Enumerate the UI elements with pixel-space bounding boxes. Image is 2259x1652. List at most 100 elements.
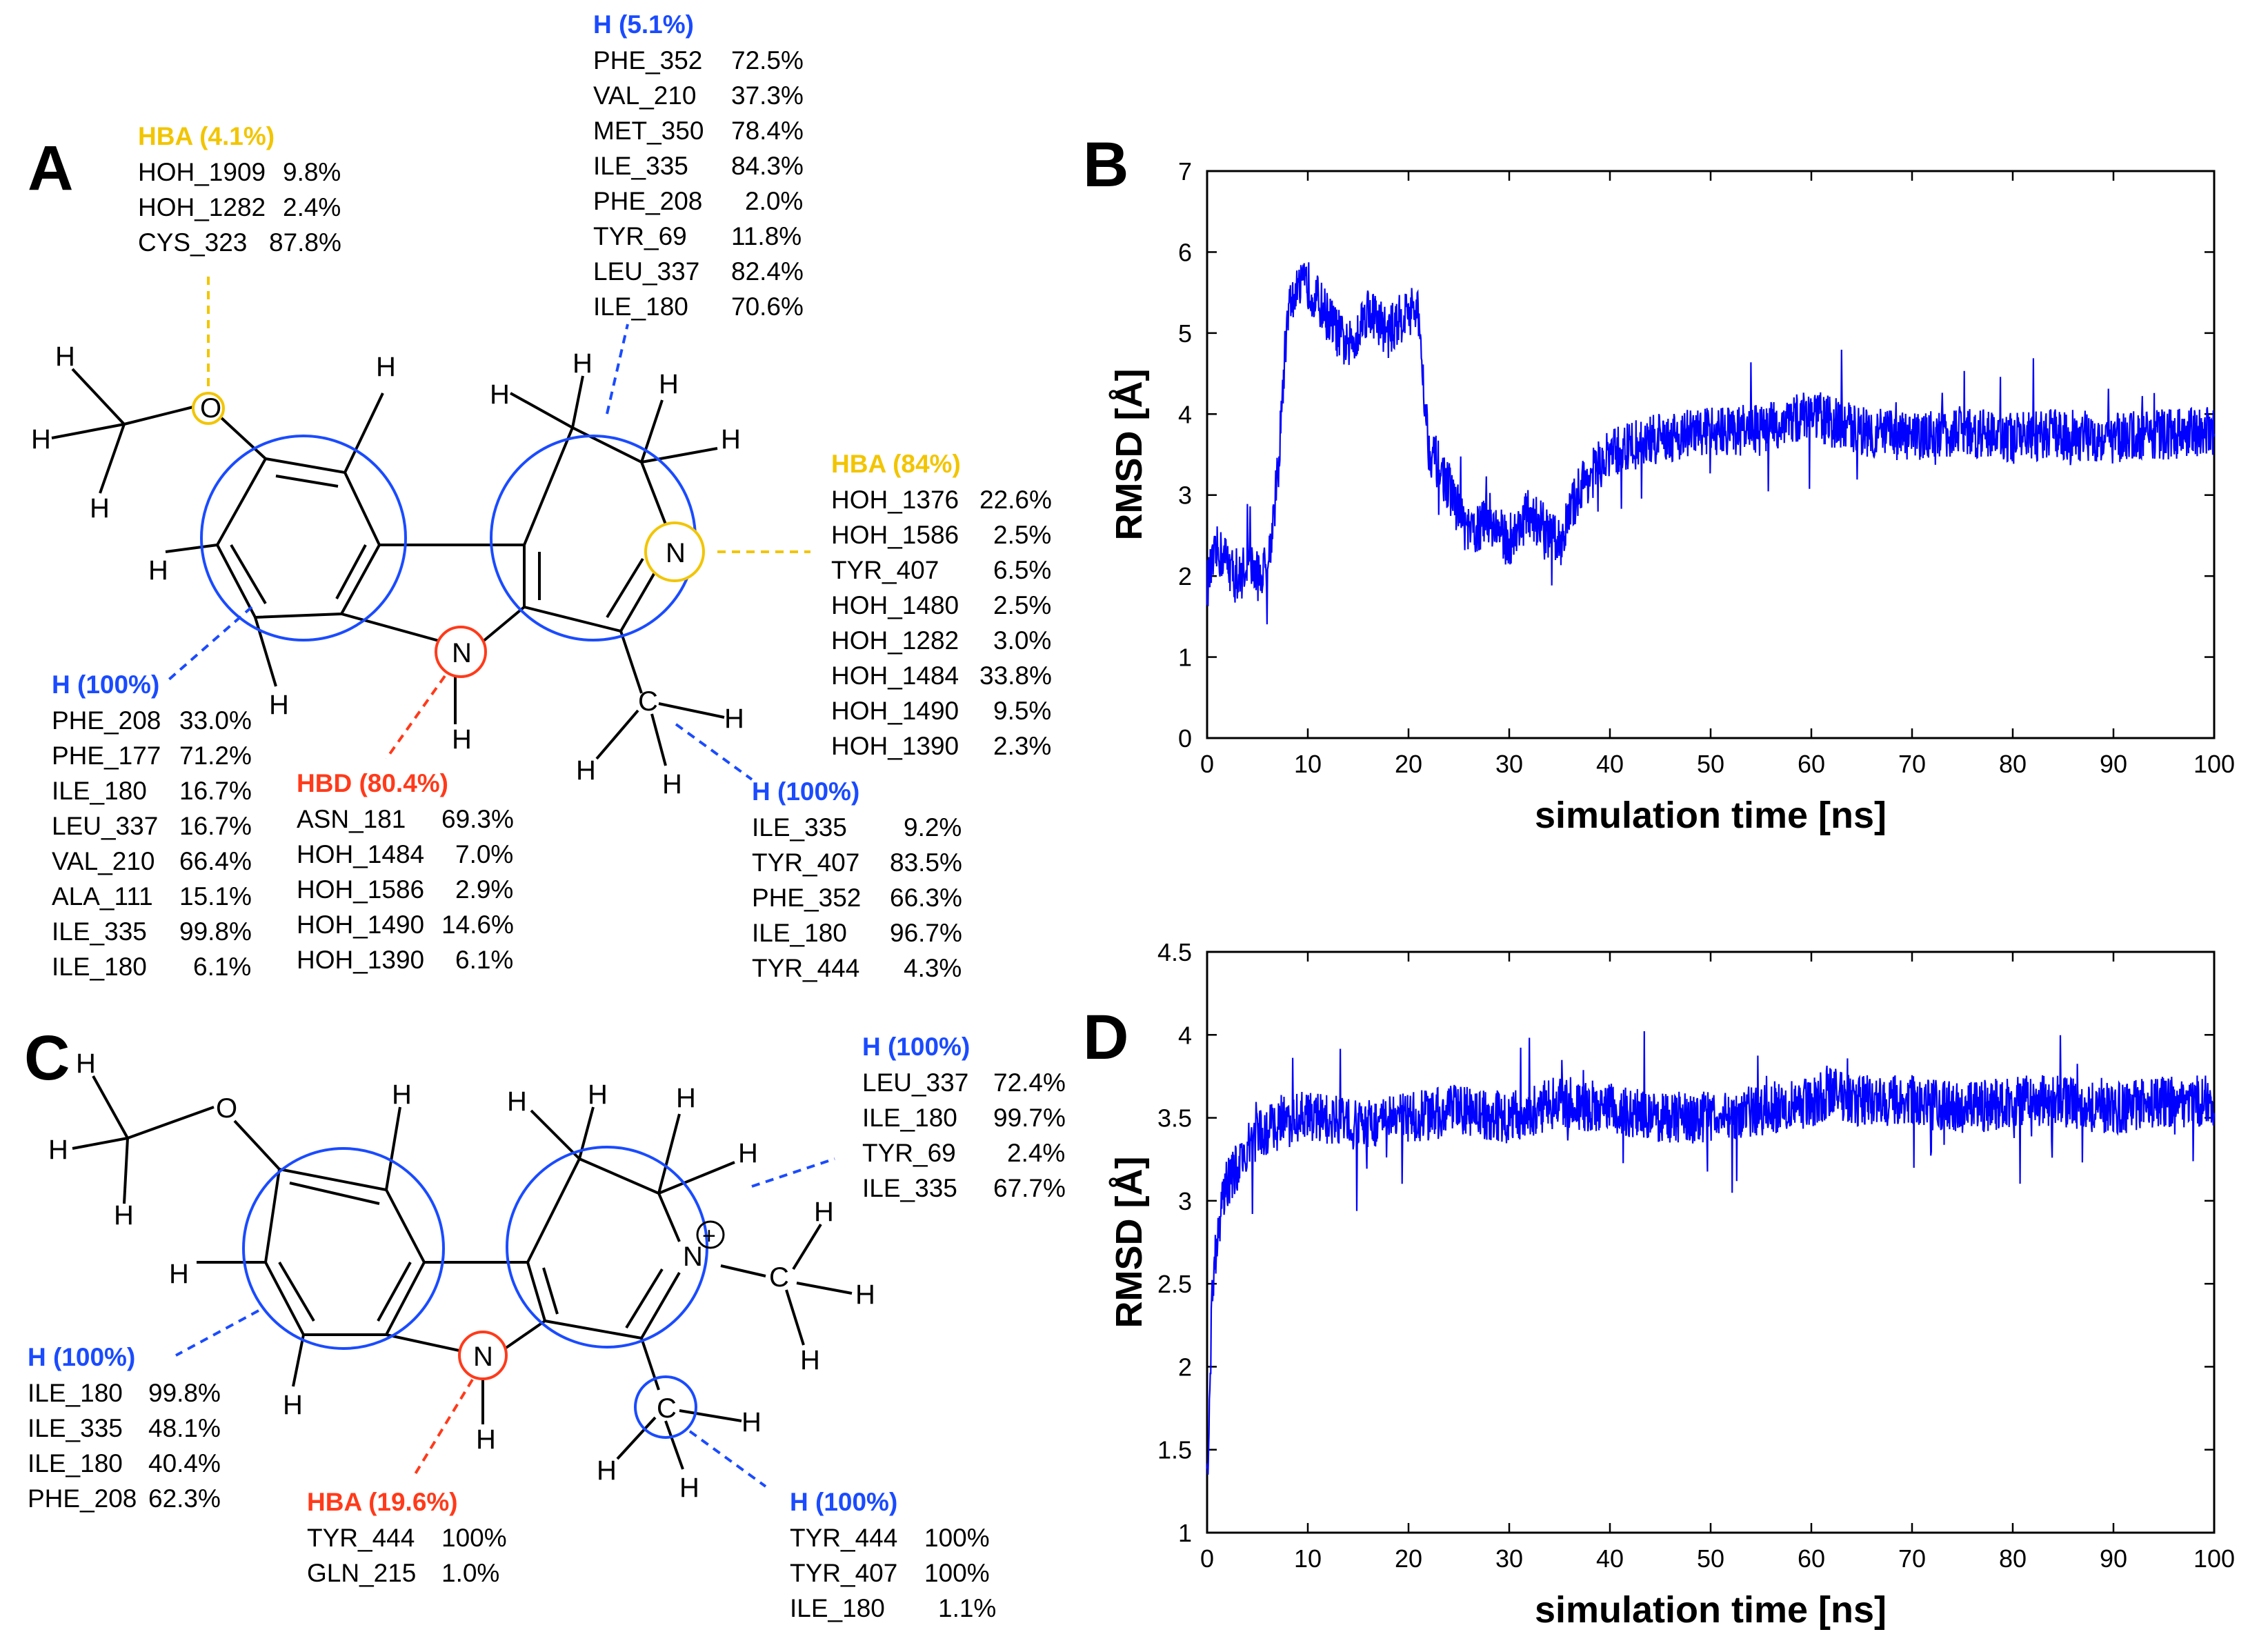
interaction-table-c-1: H (100%) ILE_180 99.8% ILE_335 48.1% ILE_1…: [28, 1343, 221, 1513]
svg-text:N: N: [666, 538, 686, 568]
x-tick-label: 80: [1999, 1544, 2027, 1573]
svg-text:GLN_215: GLN_215: [307, 1559, 416, 1587]
svg-text:TYR_444: TYR_444: [752, 954, 859, 982]
svg-text:ILE_180: ILE_180: [52, 953, 147, 981]
svg-text:1.1%: 1.1%: [938, 1594, 996, 1622]
panel-d: D 0 10 20 30 40 50 60 70 80 90 100 1 1.5 2 2.5 3 3.5 4 4.5…: [1083, 938, 2235, 1631]
x-tick-label: 0: [1200, 750, 1214, 778]
svg-text:TYR_407: TYR_407: [752, 848, 859, 877]
y-tick-label: 2: [1178, 1353, 1192, 1381]
svg-text:H: H: [452, 724, 472, 755]
svg-text:H: H: [800, 1345, 820, 1375]
svg-text:14.6%: 14.6%: [441, 910, 514, 939]
svg-text:TYR_69: TYR_69: [862, 1139, 956, 1167]
svg-text:100%: 100%: [441, 1524, 507, 1552]
svg-text:H: H: [724, 704, 744, 734]
svg-text:2.5%: 2.5%: [993, 521, 1051, 549]
x-tick-label: 10: [1294, 1544, 1322, 1573]
svg-text:H (100%): H (100%): [862, 1033, 970, 1061]
svg-text:99.8%: 99.8%: [148, 1379, 221, 1407]
x-tick-label: 40: [1596, 1544, 1624, 1573]
svg-text:HOH_1390: HOH_1390: [297, 946, 424, 974]
svg-text:H (100%): H (100%): [752, 777, 859, 806]
svg-text:6.1%: 6.1%: [193, 953, 251, 981]
svg-text:H (100%): H (100%): [790, 1488, 897, 1516]
molecule-a-atoms: O N N C H H H H H H H H H H H H H H: [31, 341, 744, 799]
svg-text:HOH_1282: HOH_1282: [138, 193, 266, 221]
svg-text:83.5%: 83.5%: [890, 848, 962, 877]
rmsd-chart-d: 0 10 20 30 40 50 60 70 80 90 100 1 1.5 2 2.5 3 3.5 4 4.5 si…: [1108, 938, 2235, 1631]
svg-text:70.6%: 70.6%: [731, 292, 804, 321]
molecule-c-leaders: [175, 1157, 835, 1488]
panel-label-a: A: [28, 133, 73, 203]
x-tick-label: 40: [1596, 750, 1624, 778]
x-tick-label: 60: [1798, 750, 1825, 778]
interaction-table-a-3: H (100%) PHE_208 33.0% PHE_177 71.2% ILE_1…: [52, 670, 252, 981]
y-tick-label: 3: [1178, 481, 1192, 510]
svg-text:9.5%: 9.5%: [993, 697, 1051, 725]
y-axis-label: RMSD [Å]: [1108, 1157, 1150, 1328]
y-tick-label: 4: [1178, 1021, 1192, 1049]
svg-text:HOH_1484: HOH_1484: [831, 661, 959, 690]
svg-text:TYR_407: TYR_407: [790, 1559, 897, 1587]
svg-text:+: +: [702, 1223, 716, 1249]
svg-text:H (5.1%): H (5.1%): [593, 10, 694, 39]
svg-text:H: H: [742, 1407, 762, 1437]
svg-text:H: H: [392, 1079, 412, 1110]
svg-text:7.0%: 7.0%: [455, 840, 513, 868]
x-tick-label: 60: [1798, 1544, 1825, 1573]
svg-text:9.2%: 9.2%: [904, 813, 962, 842]
svg-text:H (100%): H (100%): [52, 670, 159, 699]
svg-text:H: H: [148, 555, 168, 586]
svg-text:2.5%: 2.5%: [993, 591, 1051, 619]
x-tick-label: 80: [1999, 750, 2027, 778]
svg-text:62.3%: 62.3%: [148, 1484, 221, 1513]
svg-text:O: O: [216, 1093, 237, 1124]
svg-text:2.0%: 2.0%: [745, 187, 803, 215]
molecule-a-leaders: [168, 276, 810, 781]
svg-text:ILE_180: ILE_180: [752, 919, 847, 947]
svg-text:VAL_210: VAL_210: [593, 81, 697, 110]
svg-text:72.4%: 72.4%: [993, 1068, 1066, 1097]
svg-text:H: H: [48, 1135, 68, 1165]
y-tick-label: 1: [1178, 1519, 1192, 1547]
svg-text:O: O: [200, 393, 221, 424]
rmsd-series-line: [1206, 1031, 2216, 1475]
svg-text:ILE_335: ILE_335: [752, 813, 847, 842]
svg-text:ILE_180: ILE_180: [593, 292, 688, 321]
svg-text:H: H: [476, 1424, 496, 1455]
x-axis-label: simulation time [ns]: [1535, 1589, 1887, 1631]
y-tick-label: 1: [1178, 644, 1192, 672]
svg-text:99.7%: 99.7%: [993, 1104, 1066, 1132]
svg-text:H: H: [169, 1259, 189, 1289]
svg-text:40.4%: 40.4%: [148, 1449, 221, 1477]
molecule-c-bonds: [72, 1075, 853, 1470]
svg-text:78.4%: 78.4%: [731, 117, 804, 145]
interaction-table-a-5: H (100%) ILE_335 9.2% TYR_407 83.5% PHE_35…: [752, 777, 962, 982]
y-tick-label: 3: [1178, 1187, 1192, 1215]
y-tick-label: 2.5: [1157, 1270, 1192, 1298]
svg-text:H: H: [659, 369, 679, 399]
svg-text:ILE_180: ILE_180: [28, 1379, 123, 1407]
x-tick-label: 50: [1697, 1544, 1724, 1573]
x-tick-label: 90: [2100, 1544, 2127, 1573]
svg-text:ILE_335: ILE_335: [593, 152, 688, 180]
svg-text:ILE_335: ILE_335: [52, 917, 147, 946]
interaction-table-a-0: HBA (4.1%) HOH_1909 9.8% HOH_1282 2.4% CYS…: [138, 122, 341, 257]
molecule-c-atoms: O N + N C C H H H H H H H H H H H H H H …: [48, 1048, 875, 1503]
molecule-c-highlights: [242, 1146, 708, 1439]
x-axis-label: simulation time [ns]: [1535, 795, 1887, 836]
svg-text:84.3%: 84.3%: [731, 152, 804, 180]
rmsd-chart-b: 0 10 20 30 40 50 60 70 80 90 100 0 1 2 3 4 5 6 7 simulation…: [1108, 157, 2235, 836]
svg-text:H: H: [76, 1048, 96, 1079]
svg-text:H: H: [55, 341, 75, 372]
svg-text:71.2%: 71.2%: [179, 742, 252, 770]
svg-text:TYR_69: TYR_69: [593, 222, 687, 250]
svg-text:H: H: [283, 1390, 303, 1420]
svg-text:H: H: [738, 1138, 758, 1168]
svg-text:H: H: [588, 1079, 608, 1110]
svg-text:99.8%: 99.8%: [179, 917, 252, 946]
panel-c: C: [24, 1023, 1066, 1622]
svg-text:72.5%: 72.5%: [731, 46, 804, 74]
svg-text:HOH_1390: HOH_1390: [831, 732, 959, 760]
